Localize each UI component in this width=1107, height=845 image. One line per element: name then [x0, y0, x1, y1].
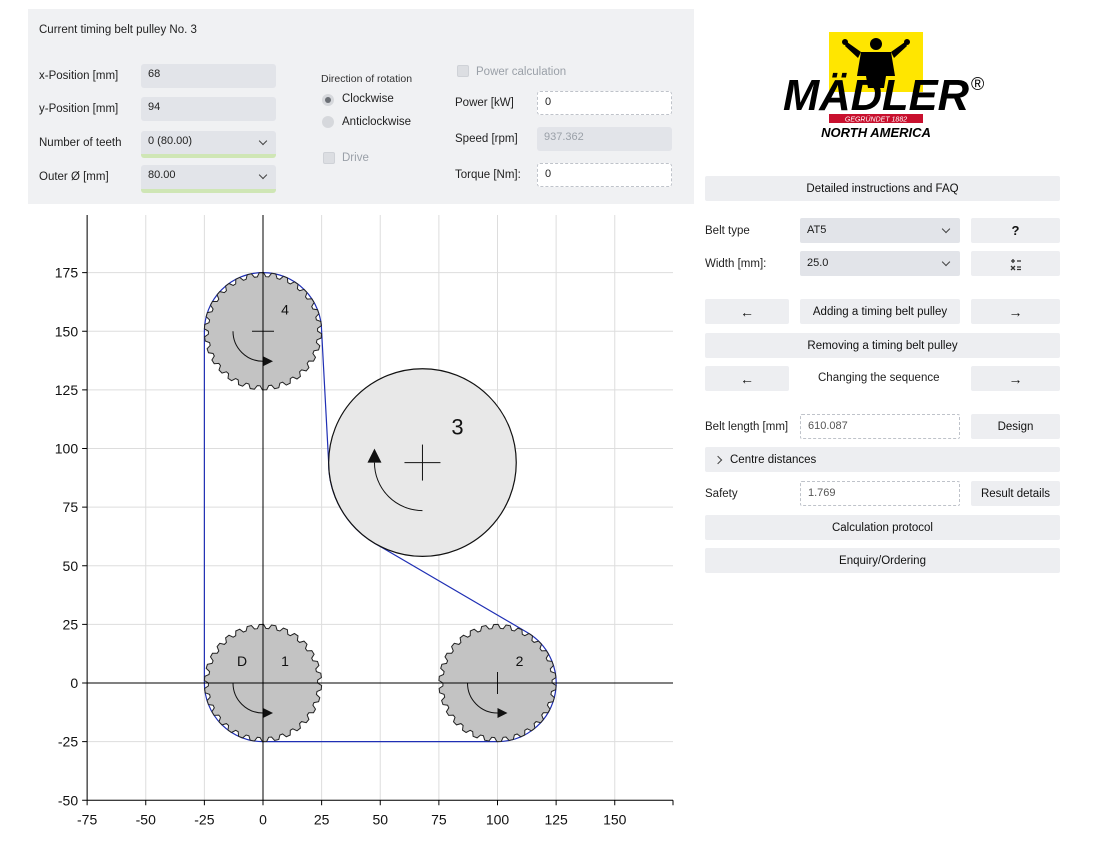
rotation-arc	[232, 331, 264, 362]
logo-region: NORTH AMERICA	[821, 125, 931, 140]
madler-logo: MÄDLER ® GEGRÜNDET 1882 NORTH AMERICA	[783, 32, 984, 140]
rotation-title: Direction of rotation	[321, 73, 413, 85]
add-pulley-left-button[interactable]: ←	[705, 299, 789, 324]
outer-diameter-select[interactable]: 80.00	[141, 165, 276, 193]
x-tick-label: 125	[544, 811, 568, 827]
outer-diameter-label: Outer Ø [mm]	[39, 171, 109, 183]
result-details-button[interactable]: Result details	[971, 481, 1060, 506]
rotation-arrowhead	[497, 708, 508, 718]
pulley-editor-panel: Current timing belt pulley No. 3 x-Posit…	[28, 9, 694, 204]
sequence-right-button[interactable]: →	[971, 366, 1060, 391]
logo-worker-figure	[842, 38, 910, 88]
belt-type-label: Belt type	[705, 225, 750, 237]
anticlockwise-label[interactable]: Anticlockwise	[342, 116, 412, 128]
drive-label: Drive	[342, 152, 369, 164]
safety-field: 1.769	[800, 481, 960, 506]
panel-title: Current timing belt pulley No. 3	[39, 24, 197, 36]
add-pulley-button[interactable]: Adding a timing belt pulley	[800, 299, 960, 324]
y-tick-label: 25	[63, 616, 79, 632]
x-tick-label: 50	[372, 811, 388, 827]
x-position-label: x-Position [mm]	[39, 70, 119, 82]
logo-brand-text: MÄDLER	[783, 71, 969, 120]
x-tick-label: 75	[431, 811, 447, 827]
y-tick-label: 100	[55, 441, 79, 457]
anticlockwise-radio[interactable]	[322, 116, 334, 128]
x-tick-label: 150	[603, 811, 627, 827]
pulley-label: 3	[451, 415, 463, 440]
y-tick-label: 75	[63, 499, 79, 515]
belt-length-field: 610.087	[800, 414, 960, 439]
remove-pulley-button[interactable]: Removing a timing belt pulley	[705, 333, 1060, 358]
help-button[interactable]: ?	[971, 218, 1060, 243]
teeth-label: Number of teeth	[39, 137, 122, 149]
belt-layout-chart[interactable]: 1 D 2 3 4 -75 -50 -25 0 25 50 75 100 125 150 -50 -25 0 25…	[0, 205, 700, 845]
rotation-arc	[373, 462, 423, 512]
torque-input[interactable]: 0	[537, 163, 672, 187]
calculation-protocol-button[interactable]: Calculation protocol	[705, 515, 1060, 540]
y-position-label: y-Position [mm]	[39, 103, 119, 115]
y-tick-label: 175	[55, 265, 79, 281]
y-position-input[interactable]: 94	[141, 97, 276, 121]
clockwise-radio[interactable]	[322, 94, 334, 106]
instructions-button[interactable]: Detailed instructions and FAQ	[705, 176, 1060, 201]
belt-type-select[interactable]: AT5	[800, 218, 960, 243]
y-tick-label: -50	[58, 792, 78, 808]
pulley-3[interactable]: 3	[328, 368, 517, 557]
enquiry-button[interactable]: Enquiry/Ordering	[705, 548, 1060, 573]
x-tick-label: -50	[136, 811, 156, 827]
centre-distances-label: Centre distances	[730, 453, 817, 466]
x-tick-label: 25	[314, 811, 330, 827]
pulley-label: 1	[281, 653, 289, 669]
rotation-arc	[467, 682, 498, 714]
power-input[interactable]: 0	[537, 91, 672, 115]
sequence-left-button[interactable]: ←	[705, 366, 789, 391]
y-tick-label: 50	[63, 558, 79, 574]
y-tick-label: -25	[58, 734, 78, 750]
x-tick-label: 0	[259, 811, 267, 827]
rotation-arrowhead	[263, 356, 273, 367]
clockwise-label[interactable]: Clockwise	[342, 93, 394, 105]
power-calc-label: Power calculation	[476, 66, 567, 78]
speed-input: 937.362	[537, 127, 672, 151]
logo-registered: ®	[971, 74, 984, 94]
drive-checkbox[interactable]	[323, 152, 335, 164]
x-position-input[interactable]: 68	[141, 64, 276, 88]
y-tick-label: 0	[70, 675, 78, 691]
logo-red-bar	[829, 114, 923, 123]
centre-distances-expander[interactable]: Centre distances	[705, 447, 1060, 472]
design-button[interactable]: Design	[971, 414, 1060, 439]
power-calc-checkbox[interactable]	[457, 65, 469, 77]
width-select[interactable]: 25.0	[800, 251, 960, 276]
torque-label: Torque [Nm]:	[455, 169, 521, 181]
y-tick-label: 125	[55, 382, 79, 398]
add-pulley-right-button[interactable]: →	[971, 299, 1060, 324]
sequence-label: Changing the sequence	[818, 372, 940, 384]
x-tick-label: -75	[77, 811, 97, 827]
pulley-label: 2	[516, 653, 524, 669]
pulley-label: 4	[281, 301, 289, 317]
speed-label: Speed [rpm]	[455, 133, 518, 145]
chevron-right-icon	[713, 455, 723, 464]
calculator-button[interactable]	[971, 251, 1060, 276]
belt-length-label: Belt length [mm]	[705, 421, 789, 433]
x-tick-label: -25	[194, 811, 214, 827]
power-label: Power [kW]	[455, 97, 514, 109]
drive-mark: D	[237, 653, 247, 669]
teeth-select[interactable]: 0 (80.00)	[141, 131, 276, 158]
width-label: Width [mm]:	[705, 258, 767, 270]
rotation-arc	[232, 682, 264, 714]
x-tick-label: 100	[486, 811, 510, 827]
rotation-arrowhead	[367, 448, 382, 463]
rotation-arrowhead	[263, 708, 273, 718]
safety-label: Safety	[705, 488, 738, 500]
logo-founded: GEGRÜNDET 1882	[845, 116, 907, 124]
y-tick-label: 150	[55, 323, 79, 339]
calculator-icon	[1010, 258, 1021, 270]
